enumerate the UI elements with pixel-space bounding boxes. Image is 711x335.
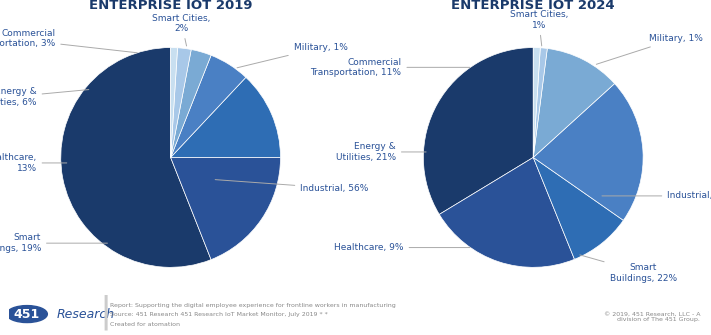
Title: ENTERPRISE IOT 2019: ENTERPRISE IOT 2019: [89, 0, 252, 12]
Text: Industrial, 56%: Industrial, 56%: [215, 180, 369, 193]
Text: 451: 451: [14, 308, 40, 321]
Wedge shape: [423, 48, 533, 214]
Wedge shape: [60, 48, 211, 267]
Wedge shape: [533, 48, 540, 157]
Text: Smart Cities,
1%: Smart Cities, 1%: [510, 10, 568, 46]
Wedge shape: [439, 157, 574, 267]
Text: Source: 451 Research 451 Research IoT Market Monitor, July 2019 * *: Source: 451 Research 451 Research IoT Ma…: [110, 312, 328, 317]
Text: Created for atomation: Created for atomation: [110, 322, 180, 327]
Title: ENTERPRISE IOT 2024: ENTERPRISE IOT 2024: [451, 0, 615, 12]
Text: |: |: [99, 294, 112, 330]
Text: Military, 1%: Military, 1%: [237, 43, 348, 68]
Wedge shape: [171, 48, 178, 157]
Text: Industrial, 33%: Industrial, 33%: [602, 191, 711, 200]
Text: Energy &
Utilities, 21%: Energy & Utilities, 21%: [336, 142, 426, 162]
Circle shape: [6, 306, 48, 323]
Text: Smart Cities,
2%: Smart Cities, 2%: [152, 14, 211, 46]
Text: Energy &
Utilities, 6%: Energy & Utilities, 6%: [0, 87, 89, 107]
Wedge shape: [533, 157, 624, 259]
Wedge shape: [171, 55, 246, 157]
Wedge shape: [171, 157, 281, 260]
Wedge shape: [171, 50, 211, 157]
Text: Healthcare,
13%: Healthcare, 13%: [0, 153, 67, 173]
Wedge shape: [533, 48, 547, 157]
Wedge shape: [171, 48, 191, 157]
Text: Healthcare, 9%: Healthcare, 9%: [334, 243, 470, 252]
Text: Commercial
Transportation, 11%: Commercial Transportation, 11%: [311, 58, 470, 77]
Wedge shape: [171, 77, 281, 157]
Text: Military, 1%: Military, 1%: [597, 34, 702, 64]
Wedge shape: [533, 83, 643, 220]
Text: © 2019, 451 Research, LLC - A
division of The 451 Group.: © 2019, 451 Research, LLC - A division o…: [604, 312, 700, 322]
Wedge shape: [533, 49, 614, 157]
Text: Report: Supporting the digital employee experience for frontline workers in manu: Report: Supporting the digital employee …: [110, 303, 396, 308]
Text: Research: Research: [57, 308, 114, 321]
Text: Smart
Buildings, 19%: Smart Buildings, 19%: [0, 233, 107, 253]
Text: Smart
Buildings, 22%: Smart Buildings, 22%: [580, 255, 677, 282]
Text: Commercial
Transportation, 3%: Commercial Transportation, 3%: [0, 29, 137, 53]
